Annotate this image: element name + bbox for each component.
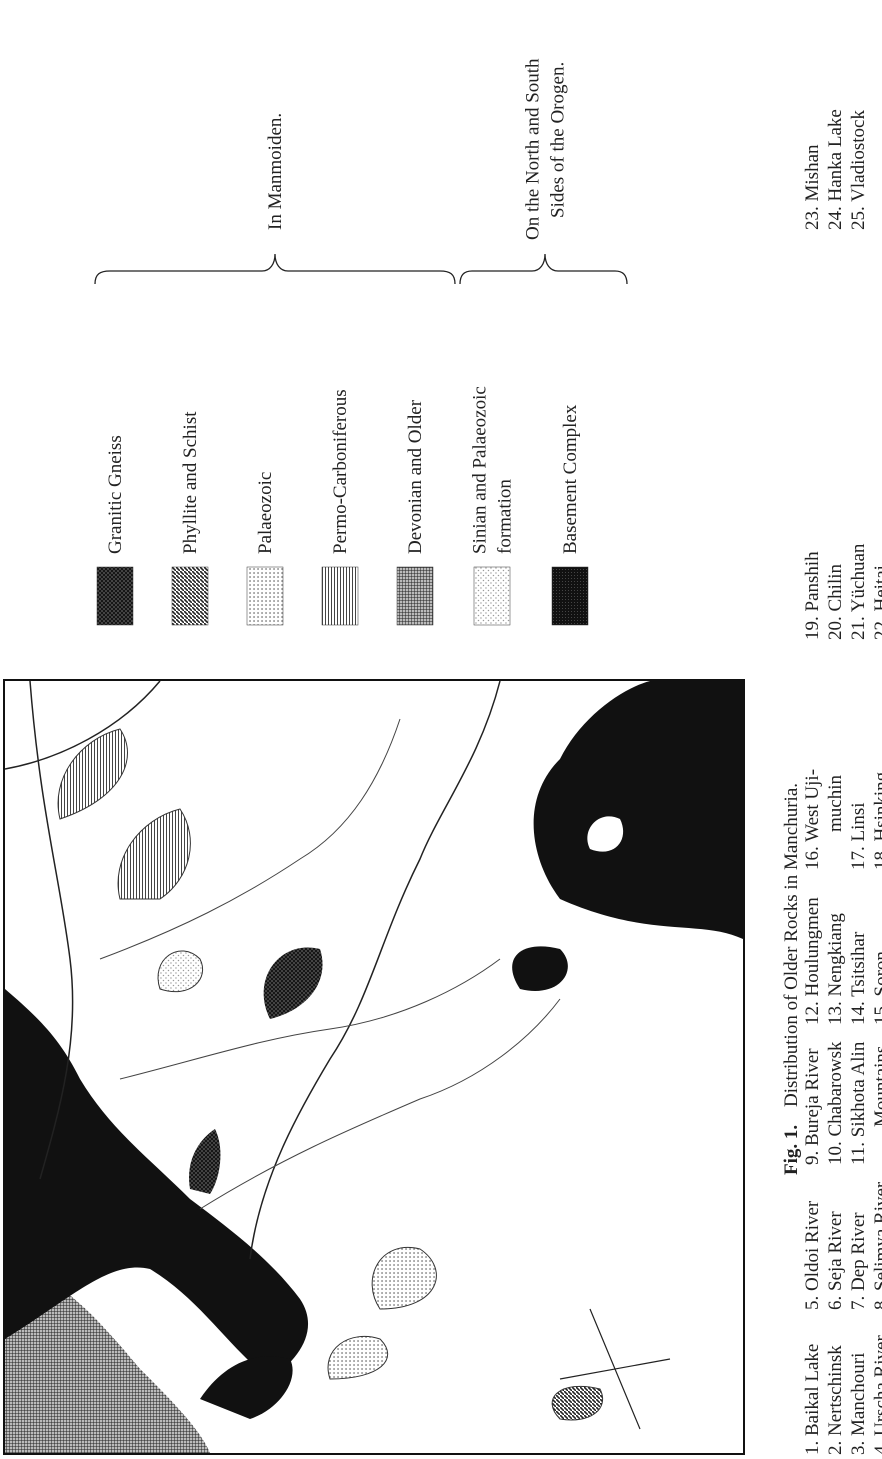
place-name: 2. Nertschinsk <box>825 1345 846 1455</box>
map-region <box>5 989 309 1379</box>
legend-swatch <box>473 566 511 626</box>
place-name: Mountains <box>871 1046 882 1127</box>
legend-swatch <box>171 566 209 626</box>
place-name: 21. Yüchuan <box>848 543 869 640</box>
map-region <box>551 1385 603 1421</box>
place-name: 15. Soron <box>871 951 882 1025</box>
map-coast <box>4 680 161 770</box>
place-name: 9. Bureja River <box>802 1048 823 1165</box>
legend-label: Devonian and Older <box>405 399 426 554</box>
place-name: 14. Tsitsihar <box>848 931 869 1025</box>
place-name: muchin <box>825 775 846 832</box>
map-region <box>587 816 624 852</box>
brace <box>94 253 456 285</box>
place-name: 17. Linsi <box>848 802 869 870</box>
figure-label: Fig. 1. <box>781 1125 802 1175</box>
legend-label: formation <box>495 479 516 554</box>
map-region <box>57 728 128 820</box>
legend-label: Basement Complex <box>560 404 581 554</box>
place-name: 24. Hanka Lake <box>825 109 846 230</box>
legend-swatch <box>551 566 589 626</box>
legend-label: Granitic Gneiss <box>105 435 126 554</box>
map-region <box>327 1335 389 1380</box>
map-region <box>5 1259 210 1453</box>
legend-swatch <box>96 566 134 626</box>
place-name: 6. Seja River <box>825 1211 846 1310</box>
place-name: 18. Hsinking <box>871 771 882 870</box>
figure-caption: Distribution of Older Rocks in Manchuria… <box>781 783 802 1107</box>
map-region <box>512 946 568 991</box>
map-region <box>189 1129 221 1194</box>
map-river <box>119 958 501 1080</box>
place-name: 5. Oldoi River <box>802 1200 823 1310</box>
place-name: 12. Houlungmen <box>802 897 823 1025</box>
legend-label: Permo-Carboniferous <box>330 389 351 554</box>
place-name: 4. Urscha River <box>871 1335 882 1455</box>
legend-label: Phyllite and Schist <box>180 411 201 554</box>
map-region <box>533 681 743 939</box>
place-name: 10. Chabarowsk <box>825 1041 846 1165</box>
place-name: 20. Chilin <box>825 563 846 640</box>
place-name: 3. Manchouri <box>848 1353 869 1455</box>
place-name: 8. Selimya River <box>871 1181 882 1310</box>
legend-swatch <box>246 566 284 626</box>
map <box>3 679 745 1455</box>
place-name: 19. Panshih <box>802 551 823 640</box>
map-river <box>199 998 561 1210</box>
map-river <box>99 718 401 960</box>
map-region <box>371 1247 437 1310</box>
place-name: 13. Nengkiang <box>825 913 846 1025</box>
compass <box>559 1308 671 1430</box>
map-border <box>29 680 74 1180</box>
map-region <box>117 808 191 900</box>
legend-swatch <box>396 566 434 626</box>
group-label: In Manmoiden. <box>265 113 286 230</box>
place-name: 11. Sikhota Alin <box>848 1041 869 1165</box>
map-border <box>249 680 501 1260</box>
legend-label: Palaeozoic <box>255 472 276 554</box>
place-name: 1. Baikal Lake <box>802 1344 823 1455</box>
map-region <box>200 1356 293 1419</box>
place-name: 23. Mishan <box>802 144 823 230</box>
legend-swatch <box>321 566 359 626</box>
place-name: 7. Dep River <box>848 1212 869 1310</box>
place-name: 22. Heitai <box>871 565 882 640</box>
legend: Granitic Gneiss Phyllite and Schist Palaeo… <box>96 386 589 626</box>
group-label: On the North and South <box>523 58 544 240</box>
legend-label: Sinian and Palaeozoic <box>470 386 491 554</box>
brace <box>459 253 628 285</box>
place-name: 16. West Uji- <box>802 769 823 870</box>
group-label: Sides of the Orogen. <box>548 62 569 218</box>
map-region <box>157 950 204 993</box>
place-name: 25. Vladiostock <box>848 110 869 230</box>
map-region <box>263 947 323 1019</box>
